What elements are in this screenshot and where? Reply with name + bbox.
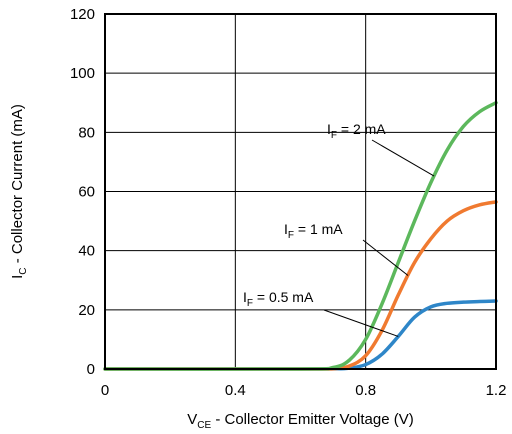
y-tick-label: 20 bbox=[78, 302, 95, 319]
x-tick-label: 0 bbox=[101, 382, 109, 399]
y-tick-label: 0 bbox=[87, 361, 95, 378]
y-tick-label: 60 bbox=[78, 184, 95, 201]
series-annotation-label: IF = 2 mA bbox=[327, 121, 386, 141]
y-axis-title: IC - Collector Current (mA) bbox=[9, 104, 29, 279]
series-line bbox=[103, 299, 498, 371]
annotation-leader-line bbox=[362, 239, 409, 276]
x-tick-label: 0.8 bbox=[355, 382, 376, 399]
annotation-leader-line bbox=[371, 139, 435, 177]
y-tick-label: 80 bbox=[78, 124, 95, 141]
series-annotation-label: IF = 0.5 mA bbox=[243, 289, 314, 309]
series-annotation-label: IF = 1 mA bbox=[284, 221, 343, 241]
plot-frame bbox=[104, 13, 497, 370]
annotation-leader-line bbox=[323, 309, 399, 337]
x-tick-label: 0.4 bbox=[225, 382, 246, 399]
x-tick-label: 1.2 bbox=[486, 382, 507, 399]
x-axis-title: VCE - Collector Emitter Voltage (V) bbox=[187, 411, 414, 431]
y-tick-label: 40 bbox=[78, 243, 95, 260]
tick-labels: 0 20 40 60 80 100 120 0 0.4 0.8 1.2 bbox=[70, 6, 506, 399]
y-tick-label: 100 bbox=[70, 65, 95, 82]
grid-lines bbox=[104, 13, 497, 370]
y-tick-label: 120 bbox=[70, 6, 95, 23]
series-annotations: IF = 0.5 mA IF = 1 mA IF = 2 mA bbox=[243, 121, 435, 337]
